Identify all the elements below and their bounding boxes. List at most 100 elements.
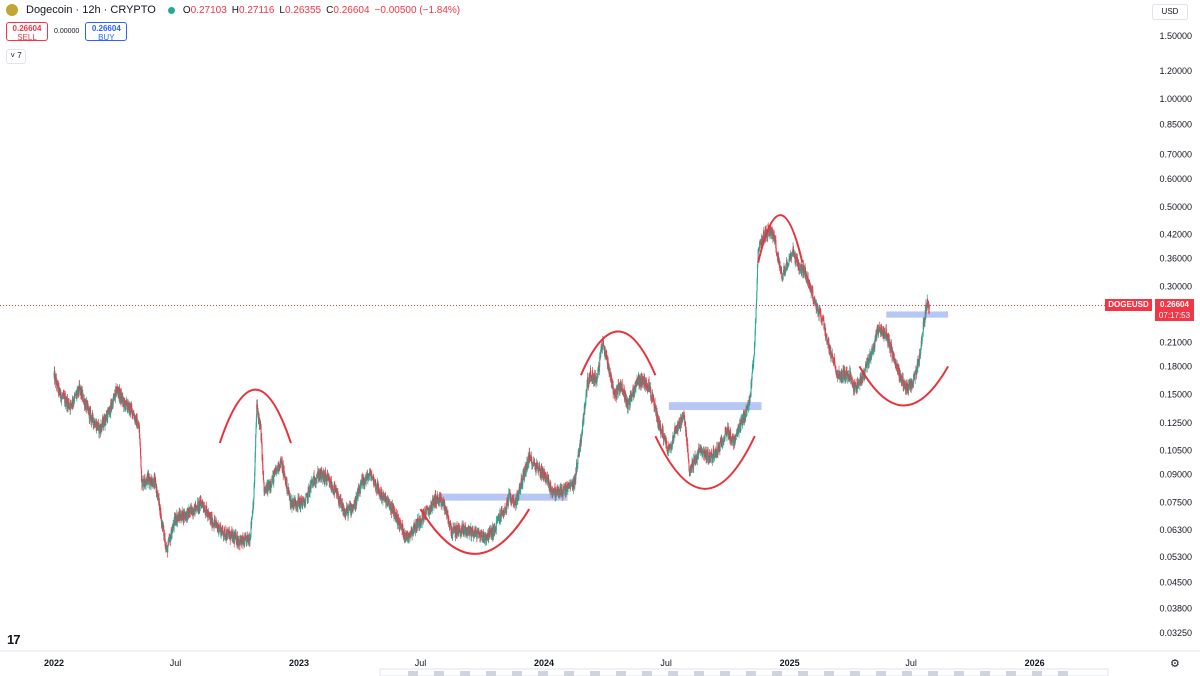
candle-body xyxy=(516,493,518,498)
candle-body xyxy=(86,403,88,411)
candle-body xyxy=(341,503,343,507)
candle-body xyxy=(507,498,509,506)
candle-body xyxy=(82,394,84,402)
candle-body xyxy=(262,470,264,480)
candle-body xyxy=(756,266,758,280)
candle-body xyxy=(304,503,306,508)
candle-body xyxy=(308,487,310,492)
candle-body xyxy=(556,487,558,491)
candle-body xyxy=(232,533,234,542)
candle-body xyxy=(834,362,836,367)
support-zone[interactable] xyxy=(668,402,762,410)
candle-body xyxy=(233,535,235,540)
candle-body xyxy=(887,337,889,344)
candle-body xyxy=(225,534,227,538)
candle-body xyxy=(494,527,496,532)
candle-body xyxy=(754,330,756,343)
candle-body xyxy=(696,454,698,461)
candle-body xyxy=(90,415,92,418)
candle-body xyxy=(436,496,438,504)
support-zone[interactable] xyxy=(886,311,949,318)
candle-body xyxy=(384,496,386,501)
candle-body xyxy=(359,484,361,494)
candle-body xyxy=(508,493,510,499)
candle-body xyxy=(543,469,545,476)
candle-body xyxy=(815,301,817,306)
candle-body xyxy=(262,469,264,471)
candle-body xyxy=(174,518,176,523)
candle-body xyxy=(571,483,573,486)
candle-body xyxy=(631,396,633,402)
candle-body xyxy=(455,528,457,535)
candle-body xyxy=(687,448,689,454)
candle-body xyxy=(531,460,533,466)
candle-body xyxy=(732,436,734,443)
candle-body xyxy=(485,535,487,542)
candle-body xyxy=(834,359,836,363)
candle-body xyxy=(757,249,759,263)
candle-body xyxy=(317,471,319,476)
candle-body xyxy=(672,439,674,445)
candle-body xyxy=(553,488,555,494)
candle-body xyxy=(454,528,456,534)
candle-body xyxy=(482,532,484,540)
candle-body xyxy=(228,534,230,537)
candle-body xyxy=(850,372,852,382)
candle-body xyxy=(545,473,547,482)
candle-body xyxy=(286,479,288,491)
candle-body xyxy=(371,477,373,479)
candle-body xyxy=(329,480,331,486)
candle-body xyxy=(170,537,172,542)
candle-body xyxy=(305,497,307,503)
candle-body xyxy=(94,425,96,428)
candle-body xyxy=(104,415,106,421)
candle-body xyxy=(263,482,265,493)
candle-body xyxy=(550,481,552,490)
candle-body xyxy=(262,457,264,470)
candle-body xyxy=(354,500,356,509)
candle-body xyxy=(749,395,751,403)
candle-body xyxy=(816,307,818,310)
candle-body xyxy=(438,498,440,505)
candle-body xyxy=(69,402,71,410)
candle-body xyxy=(56,380,58,387)
candle-body xyxy=(140,467,142,471)
candle-body xyxy=(58,386,60,393)
candle-body xyxy=(707,452,709,461)
support-zone[interactable] xyxy=(436,493,568,501)
candle-body xyxy=(223,535,225,537)
candle-body xyxy=(167,547,169,553)
candle-body xyxy=(245,536,247,539)
candle-body xyxy=(804,266,806,268)
candle-body xyxy=(408,535,410,539)
candle-body xyxy=(808,279,810,287)
candle-body xyxy=(659,424,661,431)
candle-body xyxy=(739,422,741,428)
candle-body xyxy=(522,475,524,485)
candle-body xyxy=(786,259,788,270)
candle-body xyxy=(261,437,263,445)
candle-body xyxy=(602,340,604,348)
candle-body xyxy=(271,479,273,483)
candle-body xyxy=(857,383,859,388)
candle-body xyxy=(786,259,788,263)
candle-body xyxy=(263,479,265,483)
candle-body xyxy=(369,469,371,475)
candle-body xyxy=(746,406,748,411)
candle-body xyxy=(685,429,687,438)
candle-body xyxy=(602,341,604,346)
candle-body xyxy=(577,455,579,464)
candle-body xyxy=(254,457,256,473)
candle-body xyxy=(109,407,111,416)
candle-body xyxy=(251,519,253,525)
candle-body xyxy=(618,384,620,391)
candle-body xyxy=(72,399,74,405)
candle-body xyxy=(117,391,119,395)
candle-body xyxy=(843,370,845,380)
candle-body xyxy=(753,356,755,363)
candle-body xyxy=(888,339,890,344)
candle-body xyxy=(521,478,523,487)
candle-body xyxy=(325,472,327,480)
candle-body xyxy=(195,504,197,509)
